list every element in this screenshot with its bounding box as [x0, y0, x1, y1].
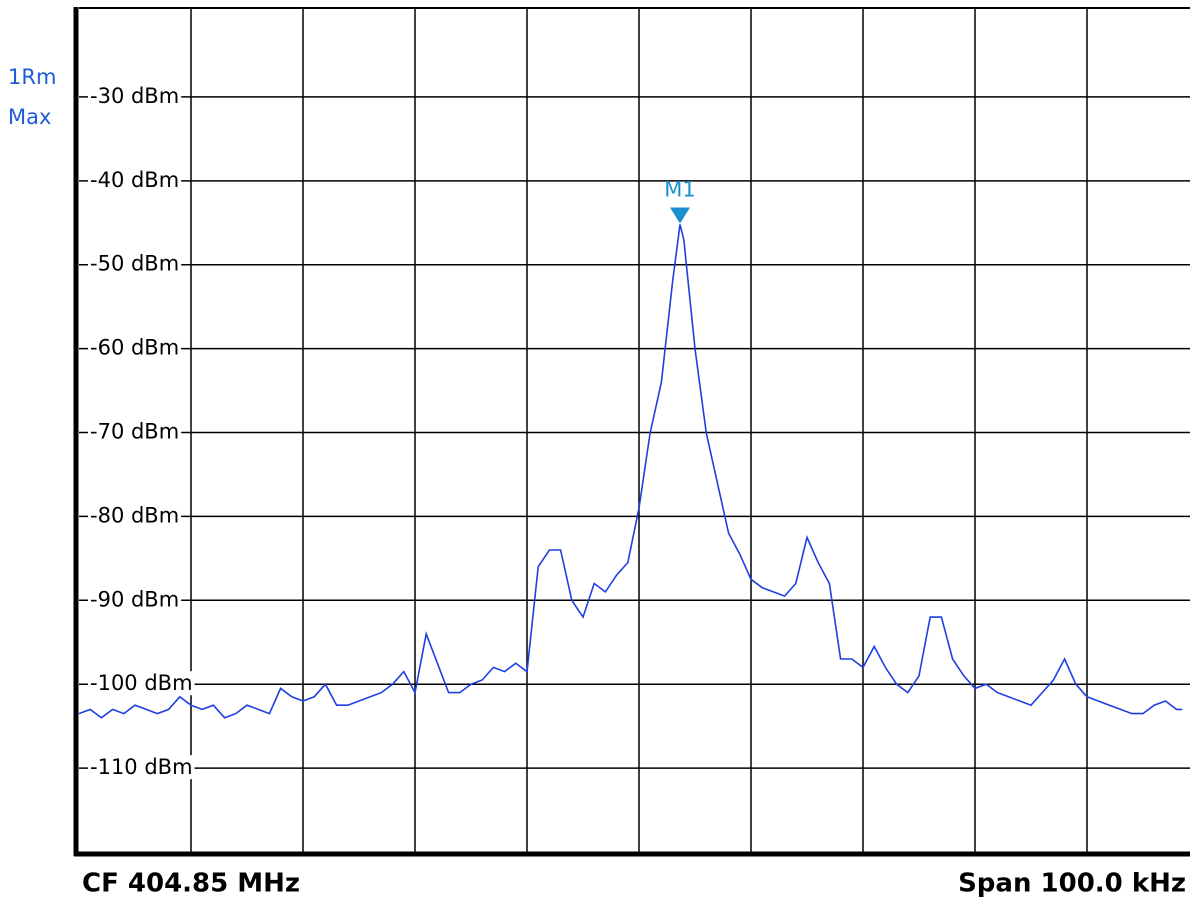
marker-label: M1 — [664, 177, 695, 201]
marker — [669, 207, 690, 224]
label-background — [88, 503, 182, 528]
center-frequency: CF 404.85 MHz — [82, 869, 300, 899]
y-tick-label: -60 dBm — [90, 336, 179, 360]
label-background — [88, 587, 182, 612]
label-background — [88, 83, 182, 108]
y-tick-label: -90 dBm — [90, 587, 179, 611]
y-tick-label: -110 dBm — [90, 755, 193, 779]
label-background — [88, 167, 182, 192]
label-background — [88, 335, 182, 360]
span: Span 100.0 kHz — [958, 869, 1186, 899]
label-background — [88, 755, 195, 780]
label-background — [88, 251, 182, 276]
trace-label: 1Rm — [8, 65, 56, 89]
label-background — [88, 419, 182, 444]
y-tick-label: -40 dBm — [90, 168, 179, 192]
label-background — [88, 671, 195, 696]
grid — [73, 7, 1190, 857]
trace-line — [78, 224, 1183, 719]
y-tick-label: -70 dBm — [90, 420, 179, 444]
y-tick-label: -100 dBm — [90, 671, 193, 695]
label-layer: -30 dBm -40 dBm -50 dBm -60 dBm -70 dBm -80 d… — [88, 83, 696, 780]
y-tick-label: -80 dBm — [90, 503, 179, 527]
trace-layer — [78, 224, 1183, 719]
trace-label: Max — [8, 105, 51, 129]
y-tick-label: -50 dBm — [90, 252, 179, 276]
y-tick-label: -30 dBm — [90, 84, 179, 108]
